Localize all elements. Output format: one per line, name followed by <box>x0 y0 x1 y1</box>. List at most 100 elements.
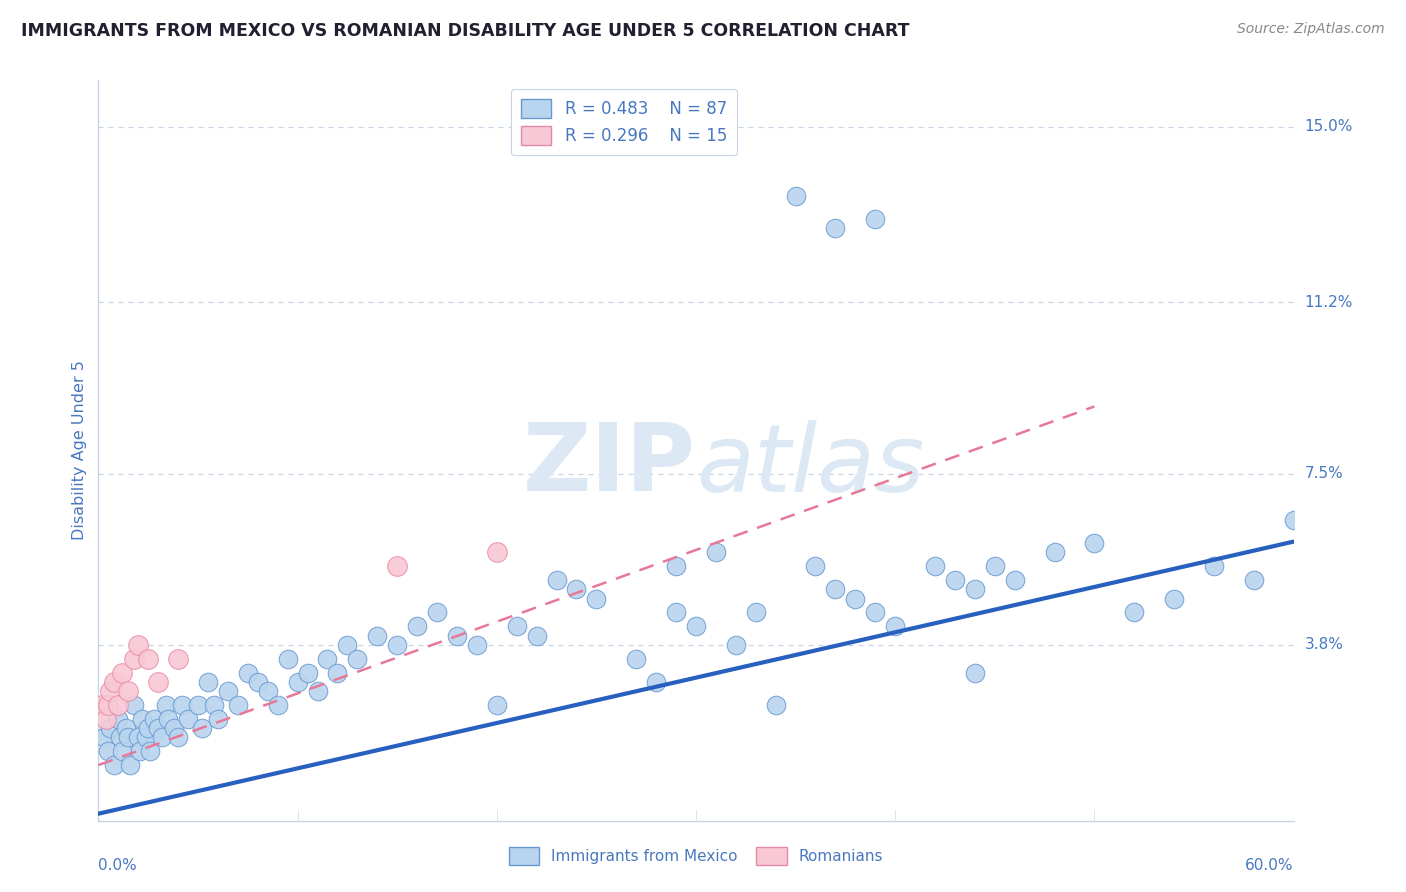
Point <box>924 559 946 574</box>
Point <box>277 651 299 665</box>
Text: Source: ZipAtlas.com: Source: ZipAtlas.com <box>1237 22 1385 37</box>
Text: 60.0%: 60.0% <box>1246 858 1294 872</box>
Point <box>585 591 607 606</box>
Point <box>745 606 768 620</box>
Point <box>120 758 142 772</box>
Point <box>526 628 548 642</box>
Point <box>143 712 166 726</box>
Point <box>187 698 209 712</box>
Point <box>136 721 159 735</box>
Point <box>297 665 319 680</box>
Point <box>103 758 125 772</box>
Point <box>103 674 125 689</box>
Point <box>704 545 727 559</box>
Point <box>107 698 129 712</box>
Point <box>191 721 214 735</box>
Point <box>346 651 368 665</box>
Point <box>246 674 269 689</box>
Point <box>406 619 429 633</box>
Text: 15.0%: 15.0% <box>1305 119 1353 134</box>
Point <box>665 606 688 620</box>
Point <box>546 573 568 587</box>
Point <box>236 665 259 680</box>
Point <box>131 712 153 726</box>
Point <box>129 744 152 758</box>
Point <box>1163 591 1185 606</box>
Point <box>226 698 249 712</box>
Text: 0.0%: 0.0% <box>98 858 138 872</box>
Point <box>98 721 122 735</box>
Point <box>385 638 409 652</box>
Point <box>665 559 688 574</box>
Point <box>139 744 162 758</box>
Point <box>844 591 866 606</box>
Point <box>150 731 173 745</box>
Point <box>124 651 146 665</box>
Point <box>207 712 229 726</box>
Point <box>626 651 648 665</box>
Point <box>157 712 180 726</box>
Text: 11.2%: 11.2% <box>1305 295 1353 310</box>
Point <box>765 698 787 712</box>
Point <box>1202 559 1225 574</box>
Point <box>465 638 488 652</box>
Point <box>287 674 309 689</box>
Point <box>865 212 887 227</box>
Text: atlas: atlas <box>696 420 924 511</box>
Point <box>127 731 149 745</box>
Point <box>177 712 200 726</box>
Point <box>326 665 349 680</box>
Point <box>256 684 278 698</box>
Point <box>1282 513 1305 527</box>
Point <box>446 628 468 642</box>
Point <box>111 665 134 680</box>
Point <box>1083 536 1105 550</box>
Point <box>984 559 1007 574</box>
Point <box>385 559 409 574</box>
Point <box>197 674 219 689</box>
Point <box>506 619 529 633</box>
Point <box>172 698 194 712</box>
Point <box>724 638 747 652</box>
Text: 3.8%: 3.8% <box>1305 637 1344 652</box>
Point <box>107 712 129 726</box>
Point <box>1243 573 1265 587</box>
Point <box>336 638 359 652</box>
Point <box>565 582 588 597</box>
Point <box>943 573 966 587</box>
Text: IMMIGRANTS FROM MEXICO VS ROMANIAN DISABILITY AGE UNDER 5 CORRELATION CHART: IMMIGRANTS FROM MEXICO VS ROMANIAN DISAB… <box>21 22 910 40</box>
Point <box>824 582 846 597</box>
Point <box>163 721 186 735</box>
Point <box>96 712 118 726</box>
Point <box>785 189 807 203</box>
Point <box>117 731 139 745</box>
Point <box>97 744 120 758</box>
Point <box>1004 573 1026 587</box>
Point <box>97 698 120 712</box>
Point <box>98 684 122 698</box>
Point <box>426 606 449 620</box>
Point <box>110 731 132 745</box>
Point <box>267 698 290 712</box>
Point <box>963 582 986 597</box>
Point <box>366 628 388 642</box>
Point <box>804 559 827 574</box>
Point <box>148 721 170 735</box>
Point <box>117 684 139 698</box>
Point <box>135 731 157 745</box>
Point <box>124 698 146 712</box>
Point <box>155 698 177 712</box>
Text: ZIP: ZIP <box>523 419 696 511</box>
Point <box>485 545 508 559</box>
Point <box>148 674 170 689</box>
Point <box>485 698 508 712</box>
Point <box>217 684 239 698</box>
Point <box>167 731 190 745</box>
Point <box>316 651 339 665</box>
Point <box>865 606 887 620</box>
Point <box>115 721 138 735</box>
Point <box>884 619 907 633</box>
Text: 7.5%: 7.5% <box>1305 467 1343 481</box>
Point <box>307 684 329 698</box>
Legend: Immigrants from Mexico, Romanians: Immigrants from Mexico, Romanians <box>501 839 891 872</box>
